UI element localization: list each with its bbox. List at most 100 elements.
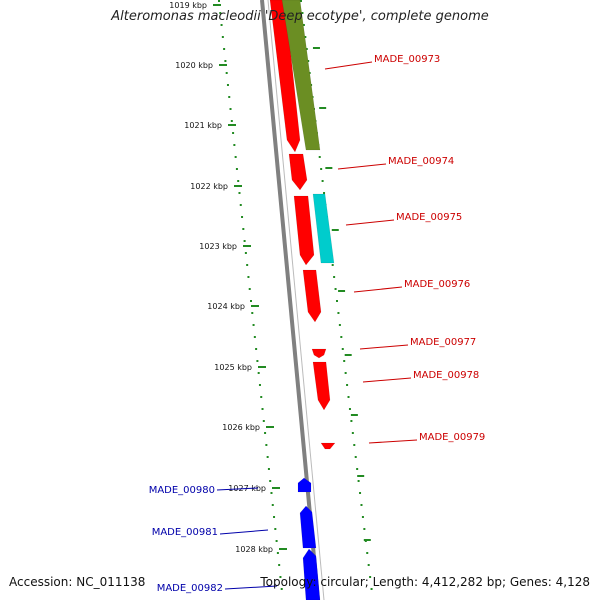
inner-ring-dot [239,204,242,206]
inner-ring-dot [273,516,276,518]
inner-ring-dot [235,168,238,170]
outer-ring-dot [307,60,310,62]
inner-ring-dot [219,12,222,14]
inner-ring-dot [255,348,258,350]
inner-ring-dot [274,528,277,530]
inner-ring-dot [218,0,220,2]
gene-arrow-00975-a [293,195,315,266]
inner-ring-dot [267,468,270,470]
inner-ring-dot [225,72,228,74]
kbp-tick-label: 1020 kbp [175,61,213,70]
inner-ring-dot [230,120,233,122]
inner-ring-dot [224,60,227,62]
outer-ring-dot [350,420,353,422]
inner-ring-dot [266,456,269,458]
outer-ring-dot [334,288,337,290]
outer-ring-dot [367,564,370,566]
inner-ring-dot [223,48,226,50]
outer-ring-dot [300,0,302,2]
gene-label-forward: MADE_00976 [404,279,470,290]
inner-ring-dot [247,276,250,278]
gene-leader-line [219,529,269,535]
gene-leader-line [324,61,373,70]
gene-label-forward: MADE_00974 [388,156,454,167]
kbp-tick-label: 1026 kbp [222,423,260,432]
inner-ring-dot [258,384,261,386]
kbp-tick-label: 1022 kbp [190,182,228,191]
outer-ring-dot [363,528,366,530]
outer-ring-dot [336,300,338,302]
gene-label-forward: MADE_00975 [396,212,462,223]
inner-ring-dot [242,228,245,230]
inner-ring-dot [243,240,246,242]
inner-ring-dot [250,300,252,302]
inner-ring-dot [262,420,265,422]
map-title: Alteromonas macleodii 'Deep ecotype', co… [111,9,489,24]
inner-ring-dot [248,288,251,290]
inner-ring-dot [232,132,235,134]
outer-ring-dot [304,36,307,38]
kbp-tick-label: 1021 kbp [184,121,222,130]
kbp-tick-label: 1028 kbp [235,545,273,554]
gene-leader-line [368,439,418,444]
inner-ring-dot [246,264,249,266]
gene-leader-line [337,163,387,170]
inner-ring-dot [276,552,279,554]
outer-ring-dot [353,444,356,446]
gene-arrow-00980 [297,477,312,493]
gene-leader-line [362,377,412,383]
accession-label: Accession: NC_011138 [9,575,146,589]
inner-ring-dot [237,180,240,182]
inner-ring-dot [241,216,244,218]
gene-arrow-00975-b [312,193,335,264]
outer-ring-dot [359,492,362,494]
inner-ring-dot [278,564,281,566]
inner-ring-dot [220,24,223,26]
outer-ring-dot [357,480,360,482]
inner-ring-dot [252,324,255,326]
gene-arrow-00974 [288,153,308,191]
gene-label-reverse: MADE_00982 [157,583,223,594]
kbp-tick-label: 1025 kbp [214,363,252,372]
gene-labels: MADE_00973 MADE_00974 MADE_00975 MADE_00976… [149,54,486,594]
inner-ring-dot [234,156,237,158]
outer-ring-dot [338,324,341,326]
backbone-edge [267,0,325,600]
outer-ring-dot [321,180,324,182]
outer-ring-dot [302,24,305,26]
outer-ring-dot [337,312,340,314]
kbp-tick-label: 1019 kbp [169,1,207,10]
gene-label-forward: MADE_00977 [410,337,476,348]
outer-ring-dot [366,552,369,554]
outer-ring-dot [360,504,363,506]
outer-ring-dot [323,192,326,194]
gene-leader-line [224,585,278,590]
gene-label-forward: MADE_00979 [419,432,485,443]
inner-ring-dot [261,408,264,410]
outer-ring-dot [341,348,344,350]
outer-ring-dot [331,264,334,266]
inner-tick-ring [218,0,283,590]
inner-ring-dot [228,96,231,98]
inner-ring-dot [226,84,229,86]
gene-arrow-00982 [302,548,321,600]
topology-label: Topology: circular; Length: 4,412,282 bp… [260,575,590,589]
gene-label-reverse: MADE_00980 [149,485,215,496]
gene-label-forward: MADE_00978 [413,370,479,381]
gene-arrow-00973-a [269,0,301,153]
outer-ring-dot [305,48,308,50]
outer-ring-dot [354,456,357,458]
outer-ring-dot [333,276,336,278]
outer-ring-dot [351,432,354,434]
gene-arrow-00973-b [281,0,321,151]
gene-arrow-00978 [312,361,331,411]
gene-arrow-00976 [302,269,322,323]
gene-leader-line [345,219,395,226]
inner-ring-dot [260,396,263,398]
outer-ring-dot [361,516,364,518]
inner-ring-dot [256,360,259,362]
inner-ring-dot [257,372,260,374]
outer-ring-dot [347,396,350,398]
inner-ring-dot [269,480,272,482]
outer-ring-dot [370,588,373,590]
